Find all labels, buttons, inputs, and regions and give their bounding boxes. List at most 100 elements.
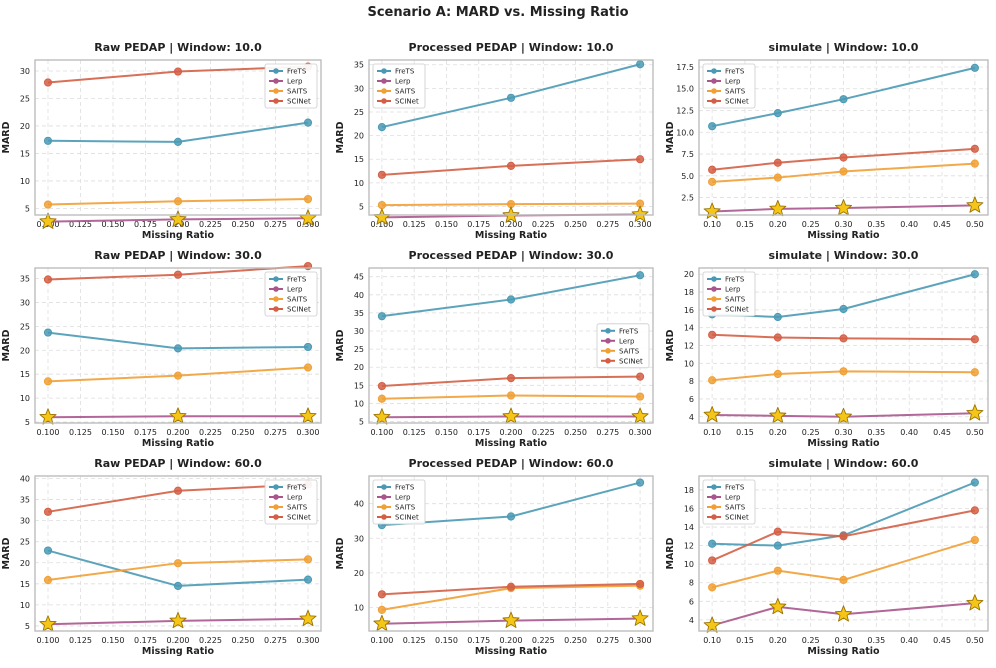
y-axis-label: MARD [1,121,12,153]
data-point-frets [43,136,53,145]
legend-marker-lerp [711,78,717,84]
x-tick-label: 0.150 [435,636,458,645]
x-tick-label: 0.40 [900,220,918,229]
subplot-title: Processed PEDAP | Window: 60.0 [409,457,614,470]
legend-label-saits: SAITS [619,347,640,355]
data-point-frets [839,304,848,314]
legend-marker-lerp [273,286,279,292]
data-point-saits [635,392,645,401]
x-tick-label: 0.300 [629,220,652,229]
y-tick-label: 40 [20,475,30,484]
x-tick-label: 0.225 [199,220,222,229]
best-marker-star [834,605,853,622]
x-tick-label: 0.275 [596,428,619,437]
subplot-3: 0.10 0.15 0.20 0.25 0.30 0.35 0.40 0.45 0.50 2.5 5… [665,41,989,241]
legend-marker-saits [381,504,387,510]
y-tick-label: 20 [20,346,30,355]
data-point-frets [708,122,717,131]
legend-label-saits: SAITS [287,88,308,96]
legend-marker-lerp [605,338,611,344]
legend-marker-frets [711,68,717,74]
legend-label-frets: FreTS [287,276,307,284]
data-point-saits [708,583,717,592]
best-marker-star [39,212,57,229]
legend-box [264,479,318,525]
legend-marker-scinet [711,306,717,312]
x-tick-label: 0.20 [769,428,787,437]
legend-label-scinet: SCINet [395,98,419,106]
x-tick-label: 0.175 [134,636,157,645]
x-axis-label: Missing Ratio [807,230,880,241]
x-tick-label: 0.50 [966,428,984,437]
y-tick-label: 40 [354,500,364,509]
data-point-scinet [635,155,645,164]
x-tick-label: 0.225 [532,428,555,437]
y-tick-label: 15.0 [676,85,694,94]
data-point-frets [970,63,979,72]
y-tick-label: 12 [684,542,694,551]
y-tick-label: 15 [354,381,364,390]
best-marker-star [769,199,787,217]
data-point-scinet [708,330,717,339]
x-tick-label: 0.300 [629,636,652,645]
legend-box [264,63,318,109]
x-tick-label: 0.275 [264,636,287,645]
y-tick-label: 10 [354,399,364,408]
data-point-frets [43,546,53,555]
best-marker-star [631,609,649,626]
y-axis-label: MARD [1,329,12,361]
y-axis-label: MARD [335,537,346,569]
y-tick-label: 30 [20,298,30,307]
data-point-scinet [43,78,53,87]
series-line-lerp [711,602,975,627]
x-tick-label: 0.175 [134,428,157,437]
y-tick-label: 20 [354,132,364,141]
best-marker-star [373,408,391,425]
data-point-scinet [970,506,979,515]
data-point-scinet [43,275,53,284]
x-tick-label: 0.150 [102,636,125,645]
subplot-5: 0.100 0.125 0.150 0.175 0.200 0.225 0.250 0.275… [335,249,654,449]
data-point-scinet [839,334,848,343]
y-tick-label: 5 [25,204,30,213]
data-point-frets [635,60,645,69]
y-tick-label: 16 [684,306,694,315]
x-tick-label: 0.50 [966,220,984,229]
legend-marker-scinet [605,358,611,364]
plot-frame [368,267,654,424]
legend-box [702,271,756,317]
x-tick-label: 0.25 [802,220,820,229]
series-line-scinet [711,509,976,562]
legend-marker-lerp [381,494,387,500]
x-tick-label: 0.200 [500,428,523,437]
data-point-saits [43,200,53,209]
legend-box [264,271,318,317]
x-tick-label: 0.300 [297,636,320,645]
data-point-saits [377,200,387,210]
legend: FreTS Lerp SAITS SCINet [702,63,756,109]
data-point-frets [506,93,516,102]
x-tick-label: 0.125 [69,636,92,645]
subplot-title: Processed PEDAP | Window: 30.0 [409,249,614,262]
best-marker-star [39,615,57,632]
subplot-8: 0.100 0.125 0.150 0.175 0.200 0.225 0.250 0.275… [335,457,654,657]
x-tick-label: 0.300 [297,428,320,437]
y-tick-label: 15 [20,149,30,158]
x-tick-label: 0.15 [736,636,754,645]
series-line-saits [712,162,975,183]
best-marker-star [834,199,853,216]
best-marker-star [966,594,984,611]
best-marker-star [299,407,317,424]
series-line-frets [711,66,976,128]
legend-label-lerp: Lerp [725,286,741,294]
x-tick-label: 0.15 [736,428,754,437]
y-tick-label: 14 [684,324,694,333]
subplot-title: Raw PEDAP | Window: 60.0 [94,457,262,470]
legend-marker-frets [273,68,279,74]
data-point-scinet [839,532,848,541]
y-tick-label: 30 [354,327,364,336]
y-tick-label: 10 [354,179,364,188]
y-tick-label: 25 [20,94,30,103]
data-point-saits [970,368,979,377]
legend-marker-scinet [273,514,279,520]
